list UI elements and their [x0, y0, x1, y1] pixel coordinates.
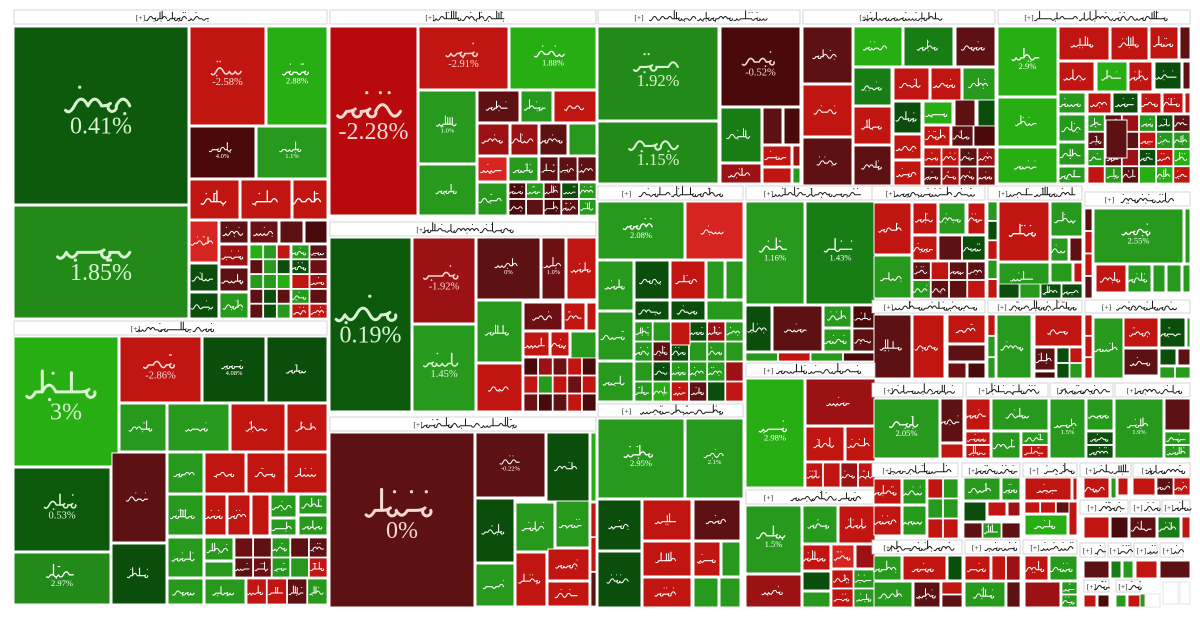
svg-text:[+]: [+]	[1133, 503, 1142, 512]
svg-text:[+]: [+]	[1105, 195, 1114, 204]
svg-text:1.43%: 1.43%	[830, 252, 852, 262]
svg-text:2.55%: 2.55%	[1128, 235, 1150, 245]
svg-text:[+]: [+]	[883, 543, 892, 552]
svg-text:0.53%: 0.53%	[48, 510, 75, 521]
svg-text:[+]: [+]	[764, 493, 773, 502]
svg-text:[+]: [+]	[1083, 546, 1092, 555]
svg-text:-2.28%: -2.28%	[339, 119, 409, 145]
svg-text:1.85%: 1.85%	[70, 260, 132, 286]
svg-text:[+]: [+]	[413, 420, 422, 429]
svg-text:1.16%: 1.16%	[764, 252, 786, 262]
svg-text:-2.91%: -2.91%	[448, 59, 479, 70]
svg-text:-0.22%: -0.22%	[501, 466, 521, 473]
svg-text:2.98%: 2.98%	[764, 432, 786, 442]
svg-text:[+]: [+]	[998, 189, 1007, 198]
svg-text:[+]: [+]	[978, 386, 987, 395]
svg-text:[+]: [+]	[1086, 466, 1095, 475]
svg-text:[+]: [+]	[764, 189, 773, 198]
svg-text:[+]: [+]	[1118, 582, 1127, 591]
svg-text:[+]: [+]	[997, 303, 1006, 312]
svg-text:0.19%: 0.19%	[340, 323, 402, 349]
svg-text:[+]: [+]	[968, 466, 977, 475]
svg-text:[+]: [+]	[1163, 546, 1172, 555]
svg-text:[+]: [+]	[416, 225, 425, 234]
svg-text:1.88%: 1.88%	[542, 57, 564, 67]
svg-text:[+]: [+]	[972, 543, 981, 552]
svg-text:2.08%: 2.08%	[630, 230, 652, 240]
svg-text:4.0%: 4.0%	[216, 153, 230, 160]
svg-text:[+]: [+]	[136, 13, 145, 22]
svg-text:[+]: [+]	[884, 386, 893, 395]
svg-text:[+]: [+]	[882, 466, 891, 475]
svg-text:2.05%: 2.05%	[896, 428, 918, 438]
svg-text:1.0%: 1.0%	[441, 128, 455, 135]
svg-text:1.5%: 1.5%	[765, 539, 783, 549]
svg-text:[+]: [+]	[425, 13, 434, 22]
svg-text:[+]: [+]	[886, 189, 895, 198]
svg-text:2.1%: 2.1%	[708, 459, 722, 466]
svg-text:1.15%: 1.15%	[637, 150, 680, 169]
svg-text:0%: 0%	[386, 518, 418, 544]
svg-text:2.9%: 2.9%	[1019, 61, 1037, 71]
svg-text:-0.52%: -0.52%	[745, 67, 776, 78]
svg-text:1.1%: 1.1%	[285, 153, 299, 160]
svg-text:[+]: [+]	[1029, 466, 1038, 475]
svg-text:[+]: [+]	[1102, 303, 1111, 312]
svg-text:[+]: [+]	[1030, 543, 1039, 552]
svg-text:4.08%: 4.08%	[226, 370, 243, 377]
svg-text:[+]: [+]	[1057, 386, 1066, 395]
svg-text:1.0%: 1.0%	[547, 269, 561, 276]
svg-text:1.45%: 1.45%	[430, 369, 457, 380]
svg-text:[+]: [+]	[1164, 503, 1173, 512]
svg-text:[+]: [+]	[884, 303, 893, 312]
svg-text:2.97%: 2.97%	[51, 578, 73, 588]
svg-text:-1.92%: -1.92%	[429, 281, 460, 292]
svg-text:[+]: [+]	[764, 366, 773, 375]
svg-text:[+]: [+]	[1087, 582, 1096, 591]
svg-text:1.9%: 1.9%	[1132, 429, 1146, 436]
svg-text:[+]: [+]	[1127, 386, 1136, 395]
svg-text:-2.86%: -2.86%	[145, 370, 176, 381]
svg-text:[+]: [+]	[1142, 466, 1151, 475]
svg-text:[+]: [+]	[1087, 503, 1096, 512]
svg-text:[+]: [+]	[634, 13, 643, 22]
svg-text:[+]: [+]	[1137, 546, 1146, 555]
svg-text:2.95%: 2.95%	[630, 458, 652, 468]
svg-text:3%: 3%	[50, 400, 82, 426]
svg-text:[+]: [+]	[131, 324, 140, 333]
svg-text:[+]: [+]	[1024, 13, 1033, 22]
svg-text:[+]: [+]	[1110, 546, 1119, 555]
svg-text:0%: 0%	[504, 269, 513, 276]
svg-text:[+]: [+]	[622, 189, 631, 198]
svg-text:1.92%: 1.92%	[637, 71, 680, 90]
svg-text:2.88%: 2.88%	[286, 75, 308, 85]
svg-text:1.5%: 1.5%	[1061, 429, 1075, 436]
svg-text:0.41%: 0.41%	[70, 114, 132, 140]
svg-text:[+]: [+]	[859, 13, 868, 22]
svg-text:-2.58%: -2.58%	[212, 77, 243, 88]
svg-text:[+]: [+]	[622, 407, 631, 416]
